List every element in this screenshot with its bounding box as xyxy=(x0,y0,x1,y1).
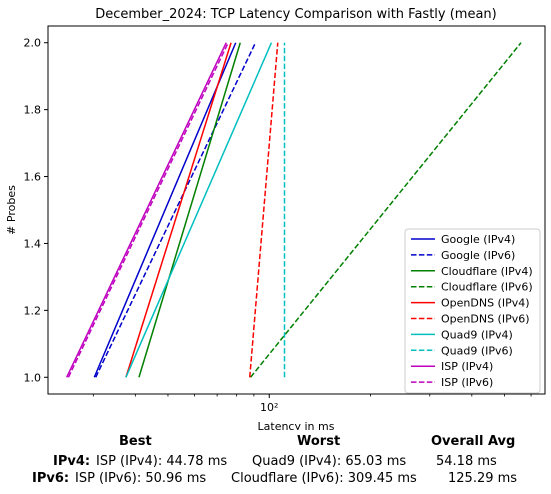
y-tick-label: 2.0 xyxy=(24,37,42,50)
legend: Google (IPv4) Google (IPv6) Cloudflare (IP… xyxy=(404,228,541,394)
legend-label: Quad9 (IPv4) xyxy=(441,328,513,341)
series-line-google-ipv6 xyxy=(95,42,257,378)
row-ipv4-worst: Quad9 (IPv4): 65.03 ms xyxy=(252,454,407,469)
y-tick-label: 1.0 xyxy=(24,371,42,384)
legend-label: Cloudflare (IPv4) xyxy=(441,265,533,278)
row-ipv4-best: ISP (IPv4): 44.78 ms xyxy=(96,454,228,469)
row-ipv4-label: IPv4: xyxy=(53,454,91,469)
row-ipv6-label: IPv6: xyxy=(32,471,70,486)
series-line-isp-ipv6 xyxy=(67,42,229,378)
series-line-google-ipv4 xyxy=(93,42,237,378)
series-line-cloudflare-ipv4 xyxy=(138,42,241,378)
plot-frame xyxy=(47,25,546,395)
series-line-opendns-ipv6 xyxy=(248,42,279,378)
y-tick-label: 1.6 xyxy=(24,171,42,184)
y-tick-label: 1.8 xyxy=(24,104,42,117)
y-axis-label: # Probes xyxy=(5,185,18,235)
x-axis-label: Latency in ms xyxy=(258,420,335,430)
y-tick-label: 1.4 xyxy=(24,237,42,250)
series-line-quad9-ipv4 xyxy=(125,42,273,378)
header-worst: Worst xyxy=(297,434,341,449)
header-best: Best xyxy=(119,434,152,449)
legend-label: ISP (IPv6) xyxy=(441,376,493,389)
legend-label: Quad9 (IPv6) xyxy=(441,344,513,357)
series-line-opendns-ipv4 xyxy=(125,42,232,378)
legend-label: Google (IPv6) xyxy=(441,249,515,262)
chart-title: December_2024: TCP Latency Comparison wi… xyxy=(95,7,497,22)
legend-label: ISP (IPv4) xyxy=(441,360,493,373)
row-ipv6-best: ISP (IPv6): 50.96 ms xyxy=(75,471,207,486)
y-tick-label: 1.2 xyxy=(24,304,42,317)
series-layer xyxy=(66,42,522,378)
legend-label: OpenDNS (IPv6) xyxy=(441,313,530,326)
legend-label: Google (IPv4) xyxy=(441,233,515,246)
latency-chart: December_2024: TCP Latency Comparison wi… xyxy=(5,7,546,430)
row-ipv6-worst: Cloudflare (IPv6): 309.45 ms xyxy=(231,471,417,486)
row-ipv4-avg: 54.18 ms xyxy=(436,454,497,469)
row-ipv6-avg: 125.29 ms xyxy=(448,471,518,486)
summary-table: Best Worst Overall Avg IPv4: ISP (IPv4):… xyxy=(0,430,551,494)
series-line-cloudflare-ipv6 xyxy=(249,42,522,378)
legend-label: OpenDNS (IPv4) xyxy=(441,297,530,310)
header-overall-avg: Overall Avg xyxy=(431,434,516,449)
x-tick-label: 10² xyxy=(260,401,278,414)
axes-layer: 1.0 1.2 1.4 1.6 1.8 2.0 10² xyxy=(24,37,532,414)
series-line-isp-ipv4 xyxy=(66,42,227,378)
legend-box xyxy=(404,228,541,394)
legend-label: Cloudflare (IPv6) xyxy=(441,281,533,294)
